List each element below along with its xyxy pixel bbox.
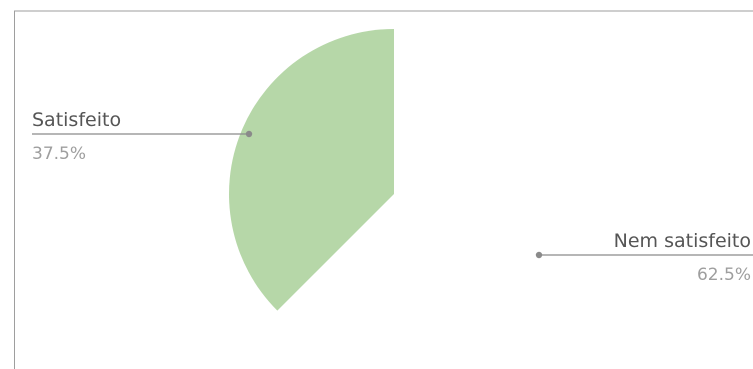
slice-nem-satisfeito[interactable] [277, 29, 560, 360]
leader-lines [32, 130, 753, 259]
leader-dot-nem-satisfeito [535, 251, 543, 259]
pie-slices [229, 29, 560, 360]
label-satisfeito-percent: 37.5% [32, 144, 86, 164]
label-satisfeito-name: Satisfeito [32, 109, 121, 131]
leader-dot-satisfeito [245, 130, 253, 138]
label-nem-satisfeito-name: Nem satisfeito [614, 230, 751, 252]
slice-satisfeito[interactable] [229, 29, 394, 311]
slice-labels: Satisfeito 37.5% Nem satisfeito 62.5% [32, 109, 751, 285]
chart-frame [14, 10, 753, 369]
label-nem-satisfeito-percent: 62.5% [697, 265, 751, 285]
